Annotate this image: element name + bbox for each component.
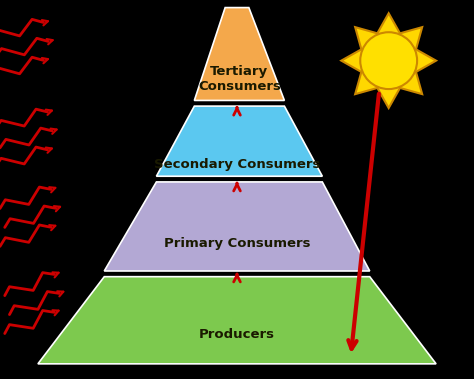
Text: Secondary Consumers: Secondary Consumers <box>154 158 320 171</box>
Polygon shape <box>156 106 322 176</box>
Polygon shape <box>194 8 284 100</box>
Ellipse shape <box>360 32 417 89</box>
Polygon shape <box>104 182 370 271</box>
Text: Producers: Producers <box>199 328 275 341</box>
Text: Primary Consumers: Primary Consumers <box>164 237 310 250</box>
Polygon shape <box>341 13 436 108</box>
Polygon shape <box>38 277 436 364</box>
Text: Tertiary
Consumers: Tertiary Consumers <box>198 65 281 93</box>
